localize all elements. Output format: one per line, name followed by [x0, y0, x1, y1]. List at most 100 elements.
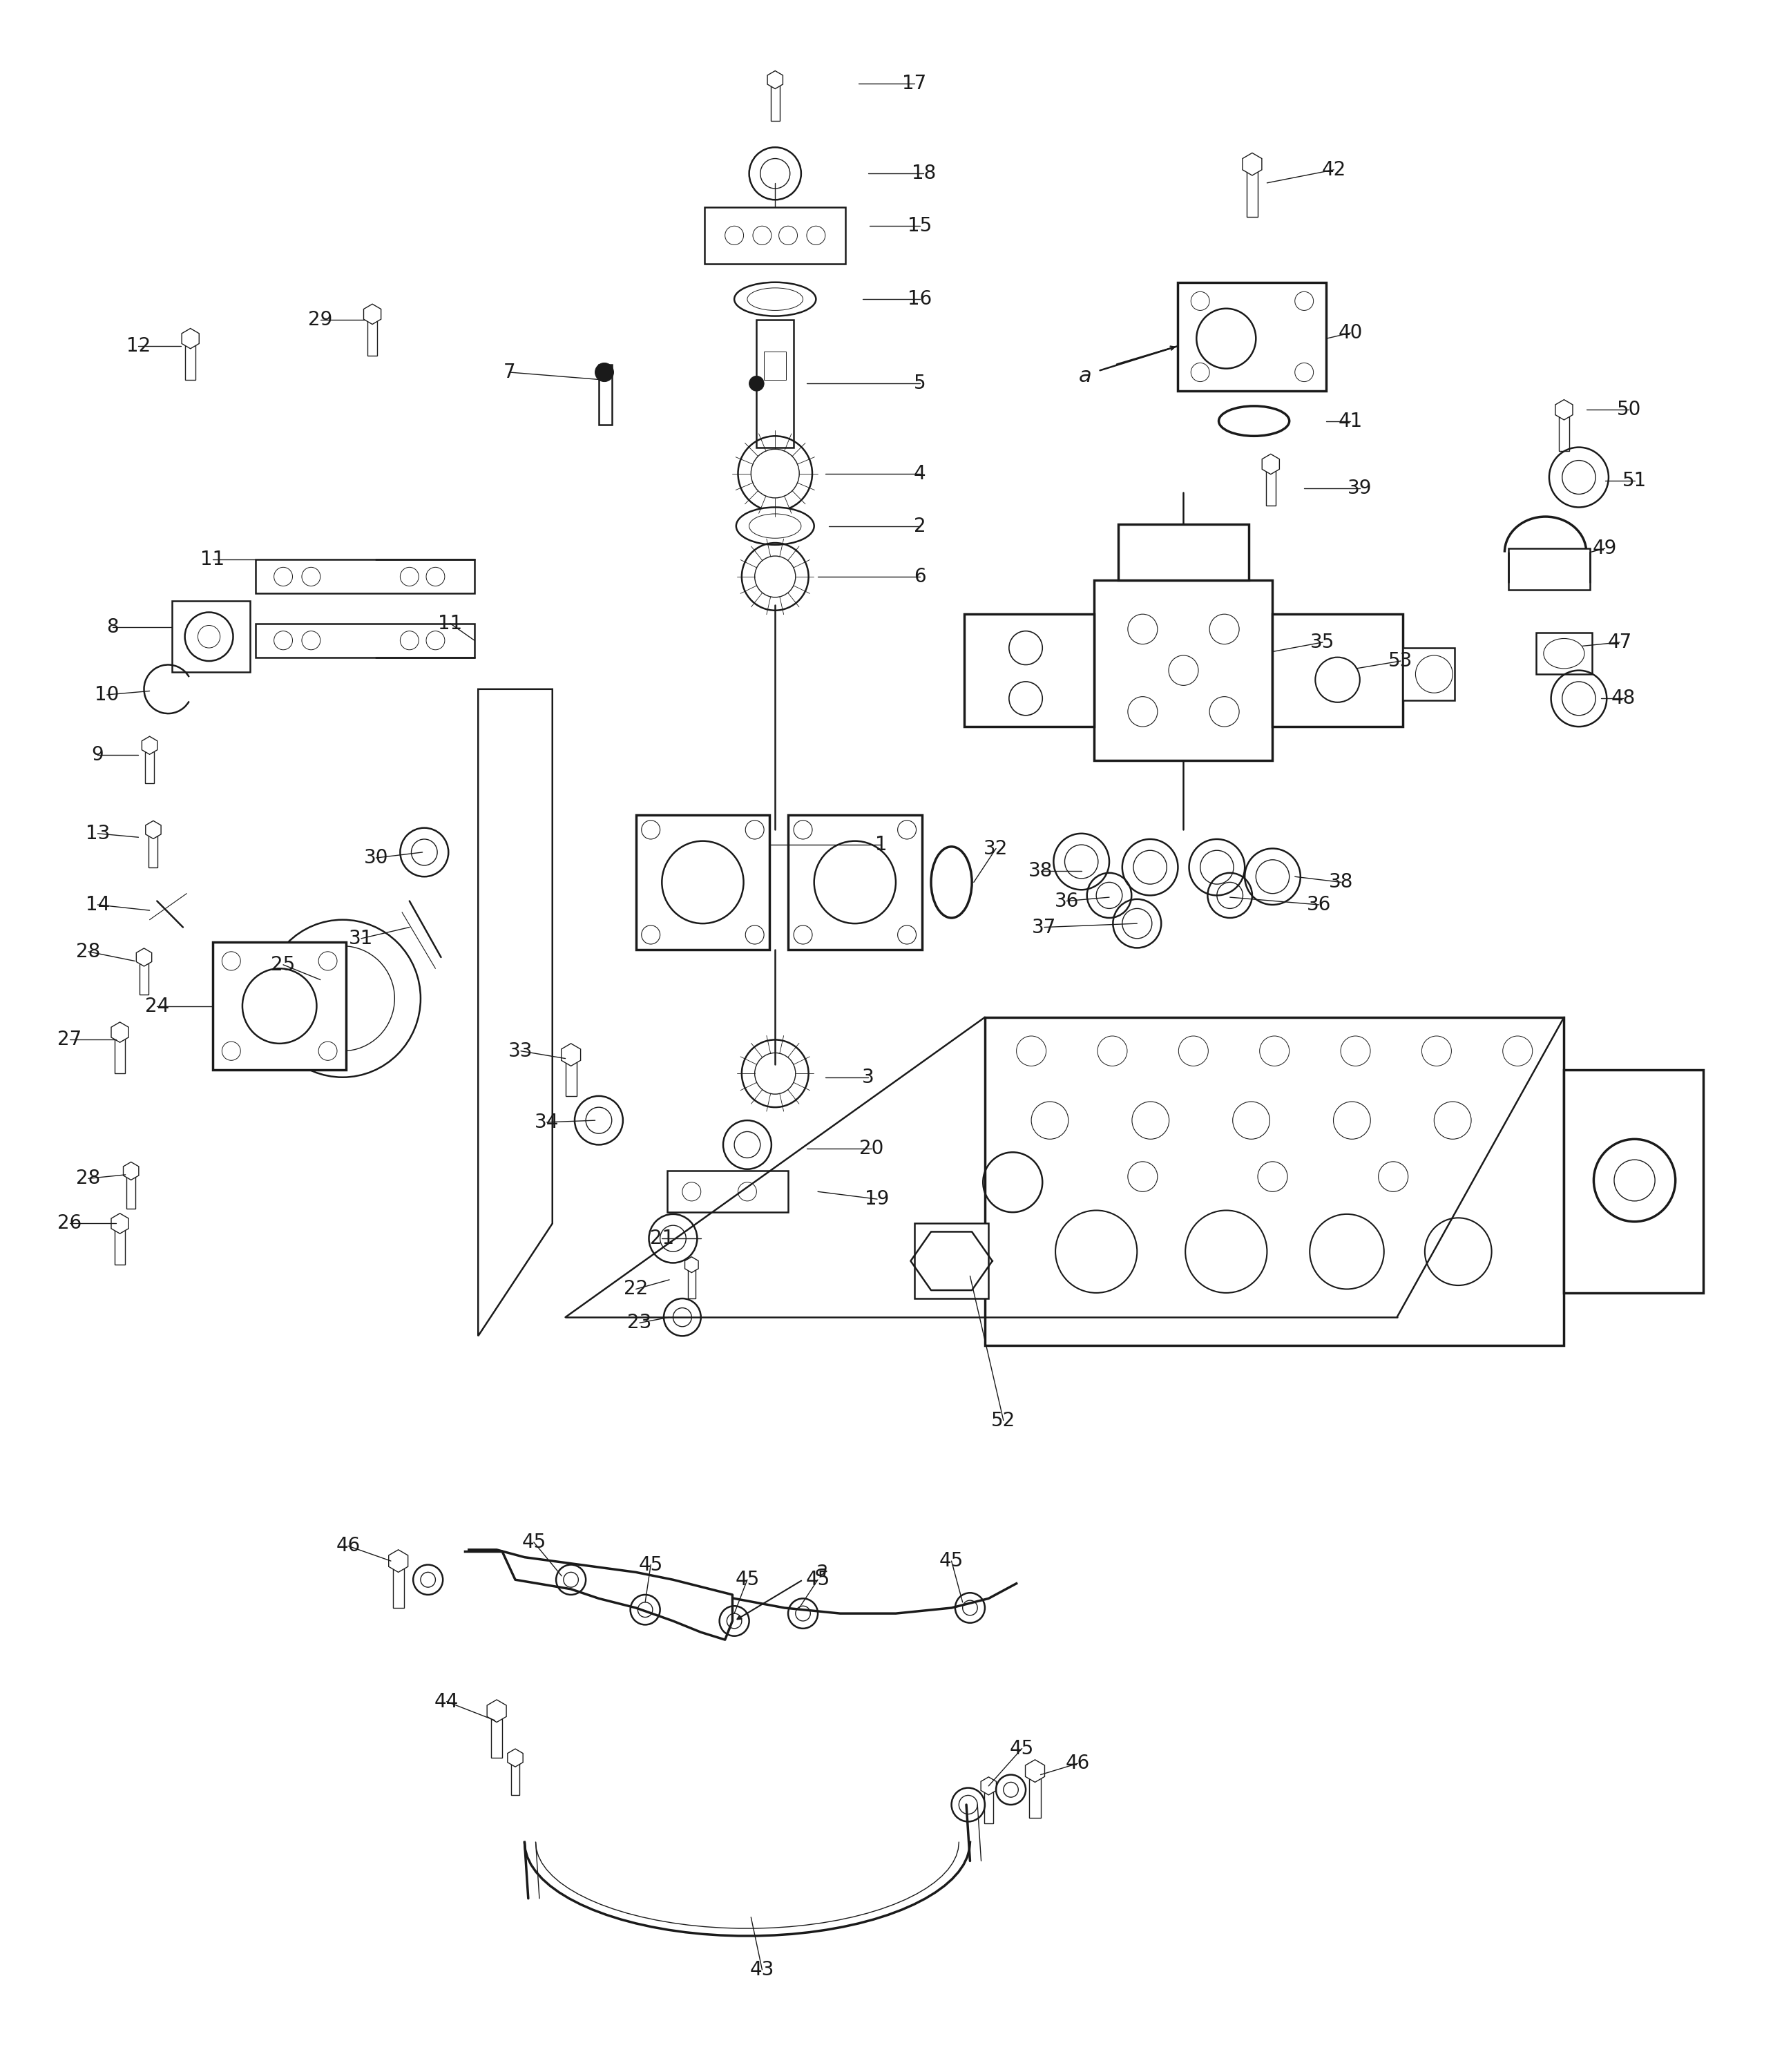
Text: 7: 7	[504, 363, 516, 381]
Text: 28: 28	[76, 1169, 101, 1187]
Bar	[149, 829, 158, 868]
Text: 5: 5	[913, 373, 926, 394]
Text: 45: 45	[805, 1571, 830, 1589]
Text: 22: 22	[624, 1278, 649, 1299]
Text: a: a	[816, 1560, 828, 1581]
Bar	[965, 613, 1094, 727]
Bar	[213, 943, 346, 1069]
Text: 11: 11	[200, 549, 225, 570]
Text: 39: 39	[1347, 479, 1372, 497]
Bar	[1558, 410, 1569, 452]
Text: 25: 25	[271, 955, 296, 974]
Text: 20: 20	[860, 1140, 885, 1158]
Text: 40: 40	[1339, 323, 1363, 342]
Text: a: a	[1078, 367, 1092, 385]
Bar	[186, 338, 195, 379]
Bar	[599, 365, 612, 425]
Text: 41: 41	[1339, 412, 1363, 431]
Bar	[172, 601, 250, 671]
Ellipse shape	[736, 508, 814, 545]
Bar	[1094, 580, 1273, 760]
Circle shape	[750, 375, 764, 392]
Bar	[915, 1222, 989, 1299]
Bar	[1535, 632, 1592, 673]
Bar	[255, 624, 475, 657]
Bar	[1266, 464, 1277, 506]
Text: 16: 16	[908, 290, 933, 309]
Text: 29: 29	[309, 311, 333, 329]
Bar	[115, 1032, 124, 1073]
Text: 34: 34	[535, 1113, 558, 1131]
Text: 14: 14	[85, 895, 110, 914]
Bar	[984, 1786, 993, 1823]
Text: 28: 28	[76, 943, 101, 961]
Text: 6: 6	[913, 568, 926, 586]
Text: 49: 49	[1592, 539, 1617, 557]
Text: 35: 35	[1310, 632, 1335, 653]
Text: 42: 42	[1321, 160, 1346, 180]
Text: 15: 15	[908, 215, 933, 236]
Ellipse shape	[734, 282, 816, 317]
Text: 53: 53	[1388, 651, 1413, 671]
Text: 43: 43	[750, 1960, 775, 1979]
Text: 47: 47	[1608, 632, 1631, 653]
Text: 45: 45	[736, 1571, 759, 1589]
Text: 3: 3	[862, 1067, 874, 1088]
Polygon shape	[479, 690, 553, 1336]
Text: 23: 23	[628, 1314, 652, 1332]
Text: 36: 36	[1055, 891, 1078, 912]
Text: 36: 36	[1307, 895, 1332, 914]
Text: 45: 45	[521, 1533, 546, 1552]
Bar	[126, 1171, 135, 1208]
Text: 38: 38	[1330, 872, 1353, 891]
Text: 18: 18	[911, 164, 936, 182]
Text: 37: 37	[1032, 918, 1057, 937]
Text: 46: 46	[337, 1535, 360, 1556]
Bar	[140, 957, 149, 995]
Text: 48: 48	[1612, 688, 1635, 709]
Bar	[789, 814, 922, 949]
Text: 10: 10	[94, 686, 119, 704]
Text: 50: 50	[1617, 400, 1642, 419]
Text: 32: 32	[984, 839, 1009, 858]
Bar	[115, 1222, 124, 1264]
Bar	[394, 1560, 404, 1608]
Text: 27: 27	[57, 1030, 82, 1048]
Bar	[688, 1264, 695, 1299]
Text: 1: 1	[874, 835, 886, 854]
Bar	[984, 1017, 1564, 1345]
Bar	[637, 814, 769, 949]
Ellipse shape	[750, 514, 801, 539]
Bar	[1509, 549, 1590, 591]
Bar	[255, 559, 475, 593]
Bar	[771, 81, 780, 120]
Bar	[491, 1711, 502, 1757]
Bar	[511, 1757, 519, 1794]
Bar	[704, 207, 846, 263]
Bar	[1030, 1772, 1041, 1817]
Text: 38: 38	[1028, 862, 1053, 881]
Text: 21: 21	[649, 1229, 674, 1247]
Bar	[757, 319, 794, 448]
Bar	[1564, 1069, 1704, 1293]
Text: 12: 12	[126, 336, 151, 356]
Text: 26: 26	[57, 1214, 82, 1233]
Text: 19: 19	[865, 1189, 890, 1208]
Ellipse shape	[746, 288, 803, 311]
Bar	[1402, 649, 1454, 700]
Text: 52: 52	[991, 1411, 1016, 1430]
Text: 51: 51	[1622, 470, 1647, 491]
Text: 31: 31	[349, 928, 374, 949]
Text: 2: 2	[913, 516, 926, 537]
Text: 11: 11	[438, 613, 463, 634]
Bar	[764, 352, 785, 379]
Text: 30: 30	[363, 847, 388, 868]
Text: 45: 45	[638, 1556, 663, 1575]
Text: 17: 17	[902, 75, 927, 93]
Bar	[667, 1171, 789, 1212]
Bar	[1273, 613, 1402, 727]
Text: 4: 4	[913, 464, 926, 483]
Text: 46: 46	[1066, 1753, 1090, 1774]
Text: 8: 8	[106, 617, 119, 636]
Text: 24: 24	[145, 997, 168, 1015]
